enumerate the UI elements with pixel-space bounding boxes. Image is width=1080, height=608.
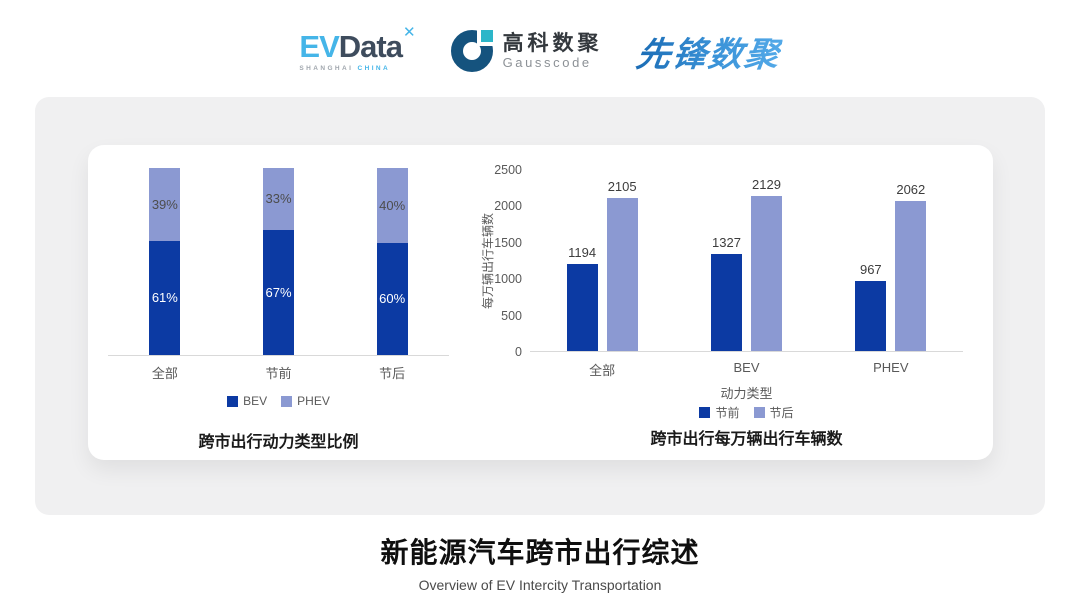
bar-节后: [750, 196, 782, 351]
evdata-china-text: CHINA: [357, 64, 391, 72]
y-tick-label: 1000: [494, 272, 522, 287]
y-tick-label: 0: [515, 345, 522, 359]
y-tick-label: 2500: [494, 163, 522, 177]
page-title: 新能源汽车跨市出行综述: [380, 537, 700, 568]
stacked-bar-column: 39% 61%: [108, 168, 222, 355]
bar-节前: [855, 280, 887, 351]
evdata-logo: EV Data ✕ SHANGHAI CHINA: [299, 25, 415, 72]
bar-segment-phev: 40%: [376, 168, 408, 243]
y-tick-label: 1500: [494, 235, 522, 250]
category-label: 全部: [589, 363, 616, 378]
bar-group: 967 2062: [819, 182, 963, 351]
gausscode-wordmark: 高科数聚 Gausscode: [503, 32, 603, 71]
bar-wrap: 2105: [606, 179, 638, 351]
bar-segment-bev: 61%: [149, 240, 181, 355]
legend-item: 节后: [753, 404, 794, 421]
legend-label: 节前: [715, 406, 740, 420]
content-card: 39% 61% 33% 67% 40% 60% 全部 节前 节后 BEV PHEV 跨市出行动力…: [35, 97, 1045, 515]
category-label: 节后: [379, 366, 406, 381]
bar-节前: [566, 264, 598, 351]
bar-wrap: 2129: [750, 177, 782, 351]
category-label: PHEV: [873, 360, 909, 375]
bar-segment-bev: 67%: [263, 229, 294, 355]
evdata-ev-text: EV: [299, 28, 339, 64]
right-chart-title: 跨市出行每万辆出行车辆数: [650, 431, 843, 448]
evdata-subtext: SHANGHAI CHINA: [299, 65, 390, 72]
value-label: 2105: [607, 178, 637, 194]
header-logos: EV Data ✕ SHANGHAI CHINA 高科数聚 Gausscode …: [0, 20, 1080, 82]
bar-group: 1194 2105: [530, 179, 674, 351]
bar-segment-phev: 33%: [263, 168, 294, 230]
legend-item: BEV: [227, 394, 267, 408]
value-label: 2129: [752, 177, 781, 193]
value-label: 1327: [712, 235, 741, 251]
evdata-data-text: Data: [338, 28, 403, 64]
evdata-spark-icon: ✕: [402, 23, 416, 41]
evdata-wordmark: EV Data ✕: [299, 25, 415, 64]
legend-label: PHEV: [297, 394, 330, 408]
g-teal-square: [480, 30, 493, 42]
gausscode-en-text: Gausscode: [502, 54, 592, 70]
legend-label: BEV: [243, 394, 268, 408]
stacked-bar: 40% 60%: [376, 168, 408, 355]
bar-wrap: 1194: [566, 245, 598, 351]
gausscode-g-icon: [450, 29, 494, 73]
stacked-bar-column: 33% 67%: [222, 168, 336, 355]
grouped-bar-plot: 1194 2105 1327 2129 967 2062: [530, 170, 963, 352]
evdata-shanghai-text: SHANGHAI: [299, 64, 354, 72]
legend-swatch: [227, 395, 239, 407]
stacked-bar: 33% 67%: [263, 168, 294, 355]
category-label: 节前: [265, 366, 292, 381]
y-tick-label: 2000: [494, 199, 522, 214]
charts-panel: 39% 61% 33% 67% 40% 60% 全部 节前 节后 BEV PHEV 跨市出行动力…: [88, 145, 993, 460]
legend-item: 节前: [699, 404, 740, 421]
gausscode-cn-text: 高科数聚: [502, 31, 603, 55]
legend-swatch: [281, 395, 293, 407]
power-type-ratio-chart: 39% 61% 33% 67% 40% 60% 全部 节前 节后 BEV PHEV 跨市出行动力…: [108, 168, 449, 452]
legend-swatch: [699, 407, 711, 418]
category-label: 全部: [151, 366, 178, 381]
left-chart-title: 跨市出行动力类型比例: [198, 434, 359, 451]
bar-节前: [710, 254, 742, 351]
value-label: 967: [859, 261, 882, 277]
right-chart-x-axis-label: 动力类型: [720, 386, 773, 401]
bar-segment-bev: 60%: [376, 242, 408, 355]
grouped-bar-category-axis: 全部 BEV PHEV: [530, 360, 963, 379]
page-subtitle: Overview of EV Intercity Transportation: [418, 577, 662, 593]
y-tick-label: 500: [501, 308, 522, 323]
trips-per-10k-chart: 每万辆出行车辆数 0 500 1000 1500 2000 2500 1194 2105 13…: [478, 155, 973, 448]
gausscode-logo: 高科数聚 Gausscode: [450, 29, 603, 73]
footer: 新能源汽车跨市出行综述 Overview of EV Intercity Tra…: [0, 531, 1080, 593]
bar-segment-phev: 39%: [149, 168, 181, 241]
legend-swatch: [753, 407, 765, 418]
stacked-bar-category-axis: 全部 节前 节后: [108, 363, 449, 382]
stacked-bar: 39% 61%: [149, 168, 181, 355]
bar-节后: [895, 200, 927, 351]
bar-wrap: 2062: [895, 182, 927, 351]
value-label: 1194: [568, 245, 597, 261]
value-label: 2062: [896, 181, 926, 197]
stacked-bar-column: 40% 60%: [335, 168, 449, 355]
category-label: BEV: [733, 360, 760, 375]
left-chart-legend: BEV PHEV: [108, 394, 449, 408]
bar-wrap: 967: [855, 262, 887, 351]
xianfeng-logo: 先锋数聚: [633, 27, 784, 76]
legend-label: 节后: [769, 406, 794, 420]
stacked-bar-plot: 39% 61% 33% 67% 40% 60%: [108, 168, 449, 356]
right-chart-legend: 节前 节后: [530, 404, 963, 421]
bar-group: 1327 2129: [674, 177, 818, 351]
right-chart-y-axis: 0 500 1000 1500 2000 2500: [478, 163, 522, 359]
bar-wrap: 1327: [710, 235, 742, 351]
bar-节后: [606, 197, 638, 351]
legend-item: PHEV: [281, 394, 330, 408]
